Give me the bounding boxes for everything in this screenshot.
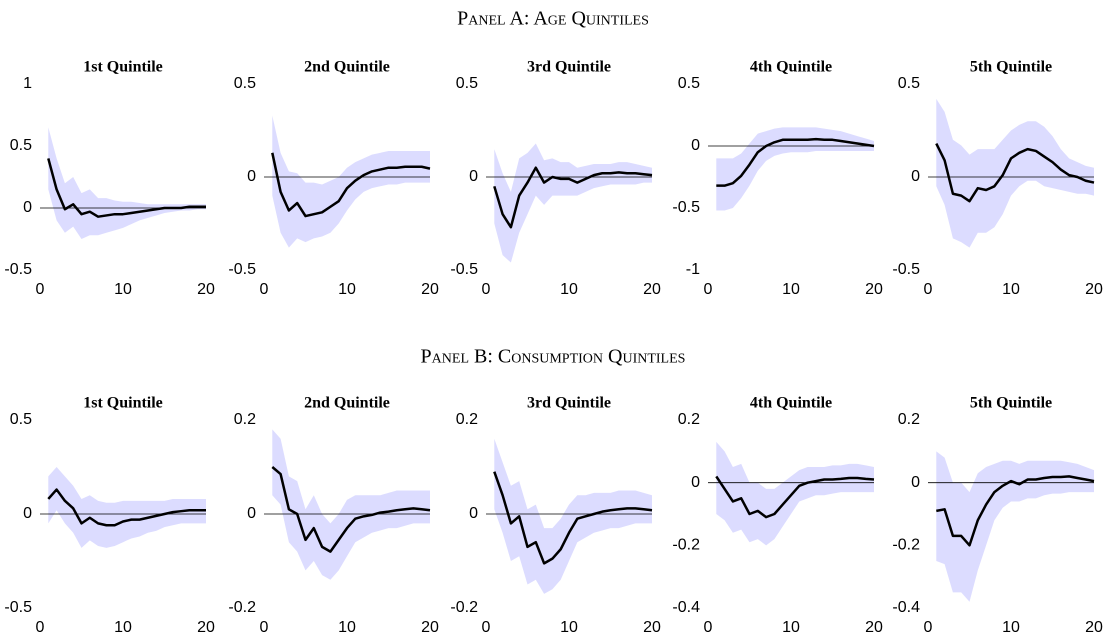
x-tick-label: 10 (114, 619, 132, 636)
y-tick-label: 0.2 (898, 411, 920, 428)
subplot-title: 2nd Quintile (304, 59, 390, 76)
y-tick-label: -0.5 (892, 261, 920, 278)
x-tick-label: 0 (924, 619, 933, 636)
response-line (271, 152, 431, 218)
y-tick-label: 0 (469, 168, 478, 185)
y-tick-label: 0.5 (10, 137, 32, 154)
y-tick-label: 1 (23, 75, 32, 92)
y-tick-label: 0 (247, 505, 256, 522)
subplot-title: 1st Quintile (83, 59, 163, 76)
x-tick-label: 10 (338, 619, 356, 636)
y-tick-label: -0.5 (672, 199, 700, 216)
x-tick-label: 20 (421, 281, 439, 298)
confidence-band (716, 441, 874, 546)
y-tick-label: -0.5 (4, 599, 32, 616)
confidence-band (494, 438, 652, 594)
x-tick-label: 0 (260, 281, 269, 298)
y-tick-label: 0 (911, 168, 920, 185)
y-tick-label: -1 (686, 261, 700, 278)
subplot-title: 5th Quintile (970, 59, 1052, 76)
y-tick-label: -0.2 (228, 599, 256, 616)
confidence-band (272, 429, 430, 580)
y-tick-label: 0.2 (678, 411, 700, 428)
subplot-title: 5th Quintile (970, 395, 1052, 412)
x-tick-label: 0 (704, 619, 713, 636)
y-tick-label: 0 (23, 199, 32, 216)
y-tick-label: 0 (691, 137, 700, 154)
subplot-title: 2nd Quintile (304, 395, 390, 412)
x-tick-label: 10 (560, 619, 578, 636)
x-tick-label: 20 (421, 619, 439, 636)
y-tick-label: 0.5 (10, 411, 32, 428)
y-tick-label: -0.5 (228, 261, 256, 278)
subplot-title: 1st Quintile (83, 395, 163, 412)
response-line (47, 488, 206, 527)
y-tick-label: 0.5 (234, 75, 256, 92)
x-tick-label: 20 (865, 281, 883, 298)
x-tick-label: 0 (924, 281, 933, 298)
y-tick-label: 0.5 (898, 75, 920, 92)
y-tick-label: 0 (247, 168, 256, 185)
y-tick-label: 0 (691, 474, 700, 491)
x-tick-label: 0 (36, 281, 45, 298)
y-tick-label: 0 (911, 474, 920, 491)
y-tick-label: -0.2 (450, 599, 478, 616)
y-tick-label: 0 (469, 505, 478, 522)
y-tick-label: 0.2 (456, 411, 478, 428)
x-tick-label: 20 (865, 619, 883, 636)
panel-title: Panel B: Consumption Quintiles (421, 346, 686, 368)
response-line (935, 142, 1095, 203)
response-line (715, 475, 875, 519)
y-tick-label: 0.5 (678, 75, 700, 92)
x-tick-label: 20 (1085, 281, 1103, 298)
confidence-band (716, 127, 874, 211)
y-tick-label: -0.2 (892, 537, 920, 554)
confidence-band (272, 115, 430, 248)
x-tick-label: 10 (1002, 619, 1020, 636)
response-line (271, 466, 431, 553)
x-tick-label: 0 (260, 619, 269, 636)
y-tick-label: -0.5 (4, 261, 32, 278)
y-tick-label: 0 (23, 505, 32, 522)
confidence-band (936, 98, 1094, 248)
x-tick-label: 10 (114, 281, 132, 298)
response-line (47, 158, 206, 218)
y-tick-label: 0.5 (456, 75, 478, 92)
x-tick-label: 10 (782, 619, 800, 636)
x-tick-label: 0 (704, 281, 713, 298)
y-tick-label: -0.4 (892, 599, 920, 616)
y-tick-label: -0.5 (450, 261, 478, 278)
y-tick-label: 0.2 (234, 411, 256, 428)
subplot-title: 4th Quintile (750, 395, 832, 412)
response-line (493, 166, 653, 229)
confidence-band (48, 127, 206, 239)
x-tick-label: 20 (197, 281, 215, 298)
response-line (716, 137, 875, 187)
confidence-band (936, 451, 1094, 602)
response-line (493, 471, 653, 565)
x-tick-label: 20 (643, 281, 661, 298)
x-tick-label: 10 (782, 281, 800, 298)
x-tick-label: 10 (338, 281, 356, 298)
confidence-band (48, 467, 206, 548)
y-tick-label: -0.2 (672, 537, 700, 554)
x-tick-label: 0 (36, 619, 45, 636)
x-tick-label: 20 (643, 619, 661, 636)
panel-title: Panel A: Age Quintiles (457, 8, 649, 30)
x-tick-label: 10 (1002, 281, 1020, 298)
x-tick-label: 10 (560, 281, 578, 298)
x-tick-label: 0 (482, 281, 491, 298)
subplot-title: 3rd Quintile (527, 59, 611, 76)
x-tick-label: 20 (197, 619, 215, 636)
y-tick-label: -0.4 (672, 599, 700, 616)
subplot-title: 4th Quintile (750, 59, 832, 76)
subplot-title: 3rd Quintile (527, 395, 611, 412)
response-line (936, 475, 1095, 547)
x-tick-label: 0 (482, 619, 491, 636)
x-tick-label: 20 (1085, 619, 1103, 636)
